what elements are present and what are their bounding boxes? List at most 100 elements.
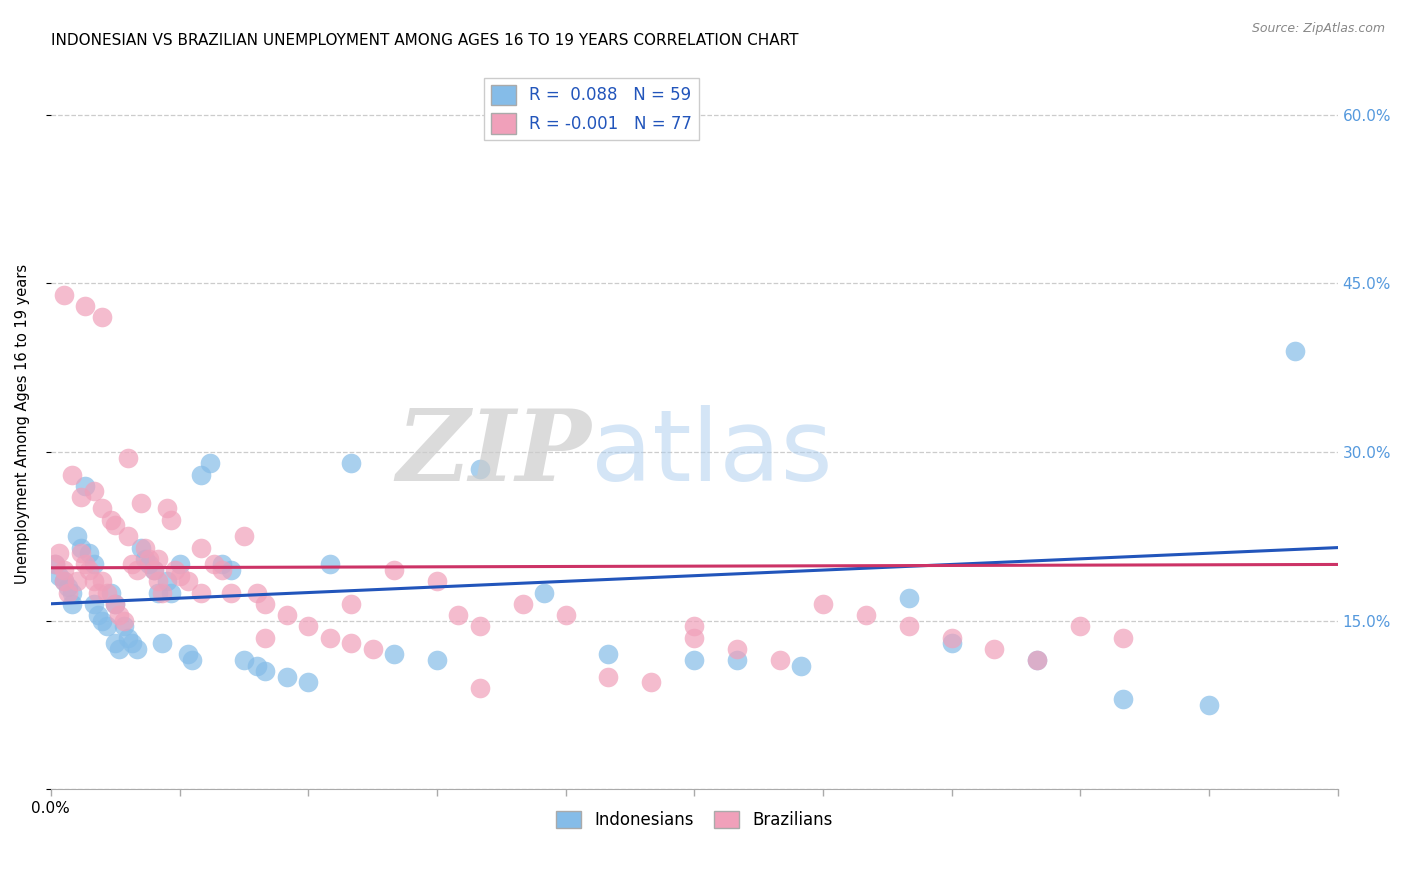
Point [382, 563, 405, 577]
Point [117, 631, 139, 645]
Point [198, 456, 221, 470]
Point [79, 546, 101, 560]
Point [232, 529, 254, 543]
Point [190, 541, 212, 555]
Point [1198, 698, 1220, 712]
Point [129, 496, 152, 510]
Point [100, 585, 122, 599]
Point [160, 512, 183, 526]
Point [382, 648, 405, 662]
Point [83, 574, 105, 589]
Point [142, 563, 165, 577]
Point [75, 558, 97, 572]
Point [811, 597, 834, 611]
Point [91, 501, 114, 516]
Point [426, 653, 449, 667]
Point [683, 619, 706, 633]
Point [177, 574, 200, 589]
Point [426, 574, 449, 589]
Point [121, 636, 143, 650]
Point [160, 585, 183, 599]
Point [941, 631, 963, 645]
Point [447, 607, 470, 622]
Point [87, 585, 110, 599]
Point [121, 558, 143, 572]
Point [146, 574, 169, 589]
Point [91, 614, 114, 628]
Point [598, 648, 620, 662]
Point [983, 641, 1005, 656]
Point [87, 607, 110, 622]
Point [177, 648, 200, 662]
Point [134, 551, 156, 566]
Point [91, 310, 114, 325]
Text: atlas: atlas [592, 405, 832, 501]
Point [533, 585, 555, 599]
Point [683, 631, 706, 645]
Point [211, 563, 233, 577]
Point [156, 574, 179, 589]
Y-axis label: Unemployment Among Ages 16 to 19 years: Unemployment Among Ages 16 to 19 years [15, 264, 30, 584]
Point [129, 541, 152, 555]
Point [246, 658, 269, 673]
Point [108, 607, 131, 622]
Point [211, 558, 233, 572]
Point [512, 597, 534, 611]
Point [219, 563, 242, 577]
Point [138, 558, 160, 572]
Point [165, 563, 187, 577]
Text: ZIP: ZIP [396, 405, 592, 501]
Legend: Indonesians, Brazilians: Indonesians, Brazilians [550, 805, 839, 836]
Point [150, 585, 173, 599]
Point [219, 585, 242, 599]
Point [138, 551, 160, 566]
Point [52, 574, 75, 589]
Point [468, 681, 491, 695]
Point [125, 641, 148, 656]
Point [56, 580, 79, 594]
Point [70, 490, 93, 504]
Point [146, 585, 169, 599]
Point [640, 675, 662, 690]
Point [169, 568, 191, 582]
Point [181, 653, 204, 667]
Point [60, 585, 83, 599]
Point [254, 664, 277, 678]
Point [56, 585, 79, 599]
Point [897, 591, 920, 606]
Point [790, 658, 813, 673]
Point [1112, 692, 1135, 706]
Point [318, 631, 340, 645]
Point [1026, 653, 1049, 667]
Point [65, 574, 87, 589]
Point [104, 518, 127, 533]
Point [70, 541, 93, 555]
Text: INDONESIAN VS BRAZILIAN UNEMPLOYMENT AMONG AGES 16 TO 19 YEARS CORRELATION CHART: INDONESIAN VS BRAZILIAN UNEMPLOYMENT AMO… [51, 33, 799, 48]
Point [108, 641, 131, 656]
Point [83, 597, 105, 611]
Point [52, 574, 75, 589]
Point [75, 479, 97, 493]
Point [52, 563, 75, 577]
Point [468, 462, 491, 476]
Point [75, 299, 97, 313]
Point [254, 597, 277, 611]
Point [117, 450, 139, 465]
Point [1069, 619, 1091, 633]
Point [1026, 653, 1049, 667]
Point [60, 467, 83, 482]
Point [112, 614, 135, 628]
Point [134, 541, 156, 555]
Point [340, 597, 363, 611]
Point [725, 653, 748, 667]
Point [52, 287, 75, 301]
Point [96, 585, 118, 599]
Point [855, 607, 877, 622]
Text: Source: ZipAtlas.com: Source: ZipAtlas.com [1251, 22, 1385, 36]
Point [246, 585, 269, 599]
Point [48, 568, 70, 582]
Point [83, 484, 105, 499]
Point [1112, 631, 1135, 645]
Point [297, 675, 319, 690]
Point [297, 619, 319, 633]
